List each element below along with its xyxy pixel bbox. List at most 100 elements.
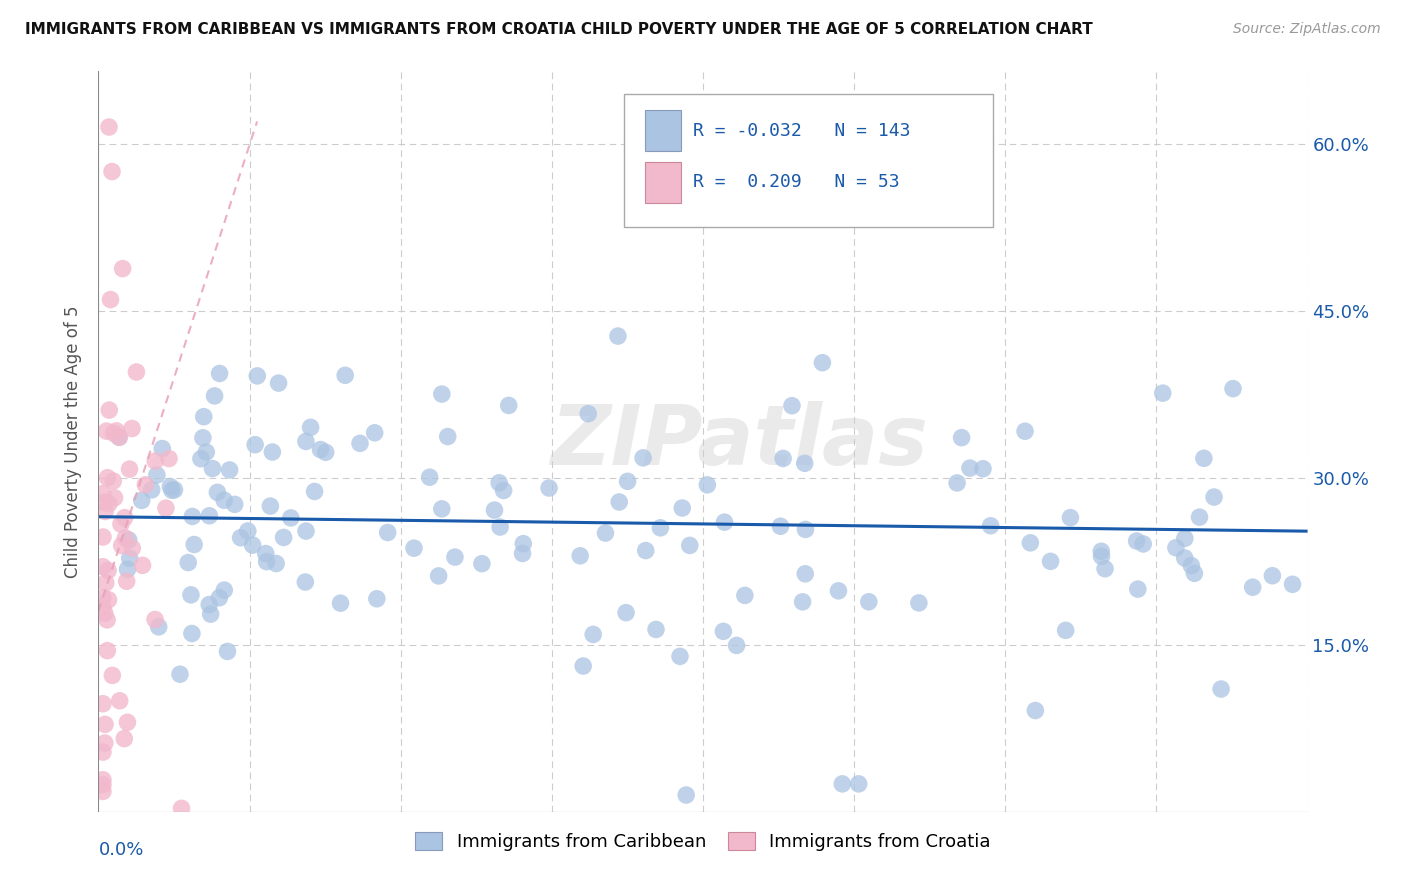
Point <box>315 445 337 459</box>
FancyBboxPatch shape <box>624 94 993 227</box>
Text: ZIPatlas: ZIPatlas <box>550 401 928 482</box>
Point <box>827 583 849 598</box>
Point <box>569 549 592 563</box>
Point <box>214 583 236 598</box>
Point <box>94 504 117 518</box>
Point <box>157 451 180 466</box>
Point <box>121 421 143 435</box>
Point <box>1054 624 1077 638</box>
Point <box>243 438 266 452</box>
Point <box>576 407 599 421</box>
Point <box>1174 551 1197 566</box>
Point <box>94 606 117 620</box>
Point <box>492 483 515 498</box>
Point <box>91 784 114 798</box>
Point <box>489 520 512 534</box>
Point <box>121 541 143 556</box>
Point <box>299 420 322 434</box>
Point <box>118 462 141 476</box>
Point <box>572 659 595 673</box>
Point <box>105 424 128 438</box>
Point <box>195 445 218 459</box>
Point <box>725 639 748 653</box>
Bar <box>645 162 682 202</box>
Point <box>645 623 668 637</box>
Point <box>679 538 702 552</box>
Point <box>309 442 332 457</box>
Point <box>1184 566 1206 581</box>
Point <box>259 499 281 513</box>
Point <box>94 575 117 590</box>
Point <box>98 120 121 134</box>
Point <box>607 495 630 509</box>
Point <box>294 574 316 589</box>
Point <box>96 471 118 485</box>
Point <box>488 475 510 490</box>
Point <box>103 474 125 488</box>
Point <box>94 736 117 750</box>
Point <box>444 550 467 565</box>
Point <box>108 430 131 444</box>
Point <box>471 557 494 571</box>
Point <box>794 523 817 537</box>
Point <box>769 519 792 533</box>
Point <box>112 731 135 746</box>
Point <box>159 480 181 494</box>
Point <box>256 555 278 569</box>
Point <box>246 368 269 383</box>
Point <box>183 537 205 551</box>
Point <box>1126 582 1149 596</box>
Point <box>1090 549 1112 564</box>
Point <box>198 508 221 523</box>
Point <box>262 445 284 459</box>
Point <box>631 450 654 465</box>
Point <box>96 424 118 438</box>
Point <box>200 607 222 622</box>
Point <box>650 521 672 535</box>
Point <box>267 376 290 390</box>
Point <box>169 667 191 681</box>
Point <box>1188 510 1211 524</box>
Point <box>254 547 277 561</box>
Point <box>831 777 853 791</box>
Point <box>97 592 120 607</box>
Legend: Immigrants from Caribbean, Immigrants from Croatia: Immigrants from Caribbean, Immigrants fr… <box>408 824 998 858</box>
Point <box>190 451 212 466</box>
Point <box>115 574 138 589</box>
Point <box>111 539 134 553</box>
Point <box>177 556 200 570</box>
Point <box>858 595 880 609</box>
Point <box>1090 544 1112 558</box>
Point <box>108 694 131 708</box>
Point <box>430 387 453 401</box>
Point <box>582 627 605 641</box>
Point <box>146 468 169 483</box>
Point <box>208 367 231 381</box>
Point <box>1261 568 1284 582</box>
Point <box>204 389 226 403</box>
Point <box>103 426 125 441</box>
Point <box>959 461 981 475</box>
Point <box>170 801 193 815</box>
Point <box>180 588 202 602</box>
Point <box>295 434 318 449</box>
Point <box>366 591 388 606</box>
Point <box>143 454 166 468</box>
Point <box>669 649 692 664</box>
Point <box>91 486 114 500</box>
Point <box>1241 580 1264 594</box>
Point <box>118 533 141 547</box>
Point <box>335 368 357 383</box>
Point <box>1019 536 1042 550</box>
Point <box>98 497 121 511</box>
Point <box>163 483 186 497</box>
Point <box>329 596 352 610</box>
Point <box>595 526 617 541</box>
Point <box>1125 533 1147 548</box>
Point <box>229 531 252 545</box>
Point <box>607 329 630 343</box>
Point <box>91 591 114 605</box>
Point <box>91 772 114 787</box>
Point <box>713 515 735 529</box>
Point <box>295 524 318 538</box>
